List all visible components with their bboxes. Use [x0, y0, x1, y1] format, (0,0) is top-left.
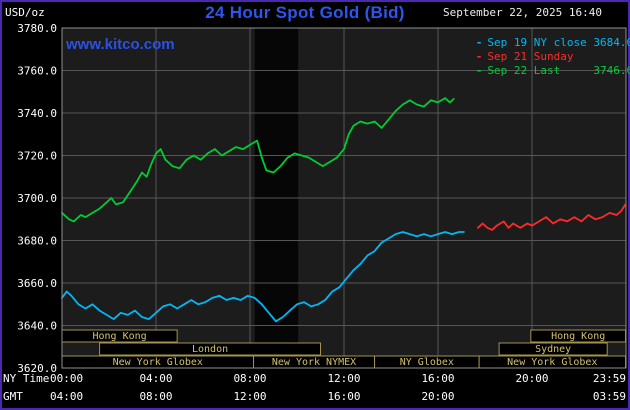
x-tick-label-gmt: 20:00 — [421, 390, 454, 403]
legend-label: Sep 21 Sunday — [487, 50, 574, 63]
y-tick-label: 3720.0 — [17, 150, 57, 163]
y-tick-label: 3680.0 — [17, 235, 57, 248]
gmt-axis-label: GMT — [3, 390, 23, 403]
x-tick-label-gmt: 08:00 — [139, 390, 172, 403]
x-tick-label-ny: 23:59 — [593, 372, 626, 385]
kitco-watermark-link[interactable]: www.kitco.com — [66, 36, 175, 53]
x-tick-label-gmt: 03:59 — [593, 390, 626, 403]
price-line-sep21 — [476, 203, 627, 231]
legend-item-sep21: - Sep 21 Sunday — [436, 36, 630, 63]
session-box — [498, 342, 608, 356]
x-tick-label-ny: 12:00 — [327, 372, 360, 385]
legend: - Sep 19 NY close 3684.00 - Sep 21 Sunday … — [436, 22, 630, 77]
legend-marker: - — [475, 50, 483, 63]
session-label: NY Globex — [400, 357, 454, 368]
session-label: London — [192, 344, 228, 355]
x-tick-label-gmt: 12:00 — [233, 390, 266, 403]
session-label: Hong Kong — [551, 331, 605, 342]
session-box — [99, 342, 321, 356]
session-label: Sydney — [535, 344, 571, 355]
session-label: New York NYMEX — [272, 357, 356, 368]
x-tick-label-gmt: 16:00 — [327, 390, 360, 403]
y-tick-label: 3640.0 — [17, 320, 57, 333]
y-tick-label: 3740.0 — [17, 107, 57, 120]
session-label: New York Globex — [507, 357, 597, 368]
legend-item-sep19: - Sep 19 NY close 3684.00 — [436, 22, 630, 49]
price-line-sep22 — [61, 97, 455, 223]
legend-label: Sep 19 NY close 3684.00 — [487, 36, 630, 49]
x-tick-label-ny: 00:00 — [50, 372, 83, 385]
y-tick-label: 3780.0 — [17, 22, 57, 35]
legend-marker: - — [475, 36, 483, 49]
datetime-label: September 22, 2025 16:40 — [443, 6, 602, 19]
price-line-sep19 — [61, 231, 465, 323]
y-tick-label: 3620.0 — [17, 362, 57, 375]
plot-border — [61, 27, 627, 369]
x-tick-label-ny: 04:00 — [139, 372, 172, 385]
session-label: New York Globex — [113, 357, 203, 368]
y-tick-label: 3660.0 — [17, 277, 57, 290]
legend-label: Sep 22 Last 3746.60 — [487, 64, 630, 77]
y-tick-label: 3700.0 — [17, 192, 57, 205]
legend-marker: - — [475, 64, 483, 77]
ny-time-axis-label: NY Time — [3, 372, 49, 385]
y-tick-label: 3760.0 — [17, 65, 57, 78]
x-tick-label-ny: 08:00 — [233, 372, 266, 385]
x-tick-label-gmt: 04:00 — [50, 390, 83, 403]
y-axis-unit-label: USD/oz — [5, 6, 45, 19]
chart-title: 24 Hour Spot Gold (Bid) — [205, 3, 405, 22]
legend-item-sep22: - Sep 22 Last 3746.60 — [436, 50, 630, 77]
x-tick-label-ny: 20:00 — [515, 372, 548, 385]
session-label: Hong Kong — [92, 331, 146, 342]
x-tick-label-ny: 16:00 — [421, 372, 454, 385]
